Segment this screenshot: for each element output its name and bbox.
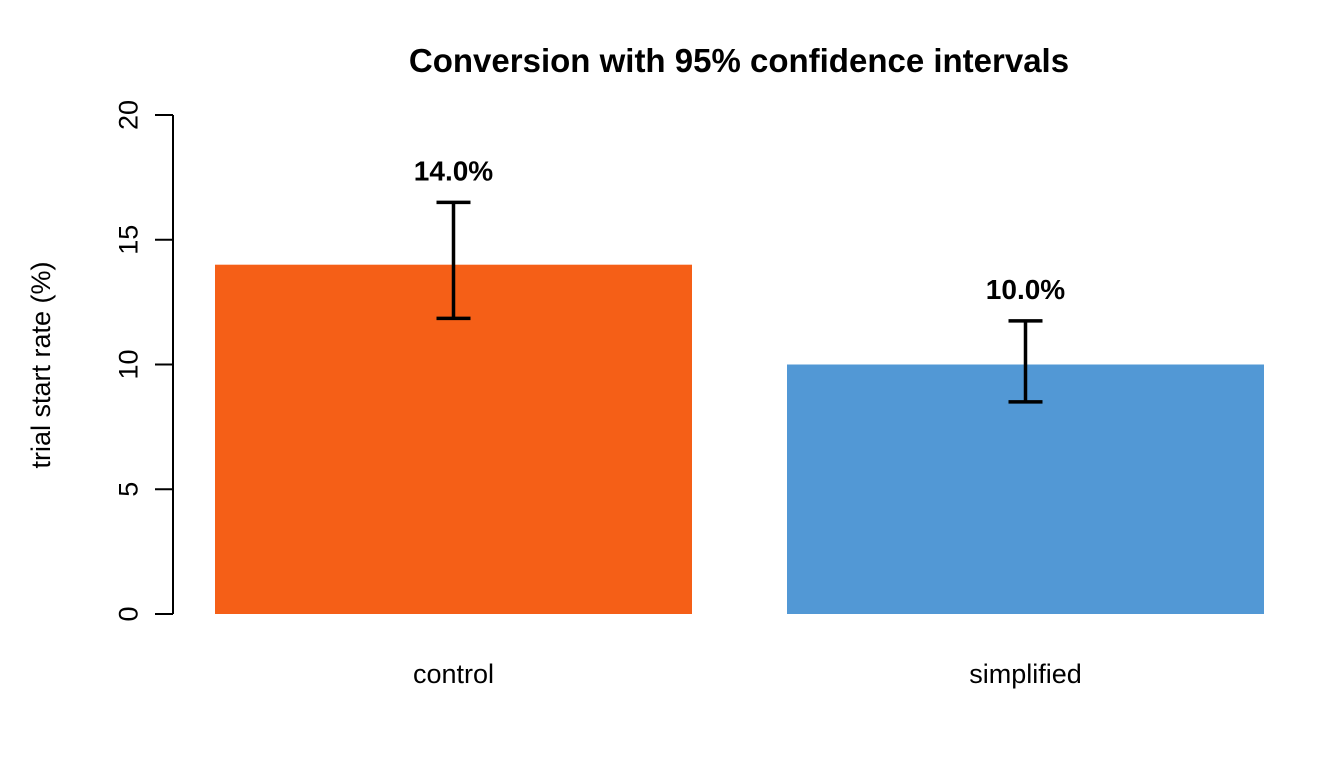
bar-control [215,264,692,614]
category-labels-group: control simplified [413,659,1082,689]
y-tick-label: 20 [113,100,143,130]
y-axis-label: trial start rate (%) [26,261,56,468]
category-label-simplified: simplified [969,659,1082,689]
y-tick-label: 10 [113,349,143,379]
error-bar-control [436,200,471,321]
data-labels-group: 14.0% 10.0% [414,155,1065,305]
chart-title: Conversion with 95% confidence intervals [409,42,1069,79]
y-tick-label: 5 [113,482,143,497]
error-bar-simplified [1008,319,1043,404]
y-tick-label: 0 [113,606,143,621]
y-axis: 0 5 10 15 20 [113,100,174,622]
bar-simplified [787,364,1264,614]
error-bars-group [436,200,1043,404]
data-label-control: 14.0% [414,155,493,186]
data-label-simplified: 10.0% [986,274,1065,305]
category-label-control: control [413,659,494,689]
bars-group [215,264,1264,614]
y-tick-label: 15 [113,225,143,255]
